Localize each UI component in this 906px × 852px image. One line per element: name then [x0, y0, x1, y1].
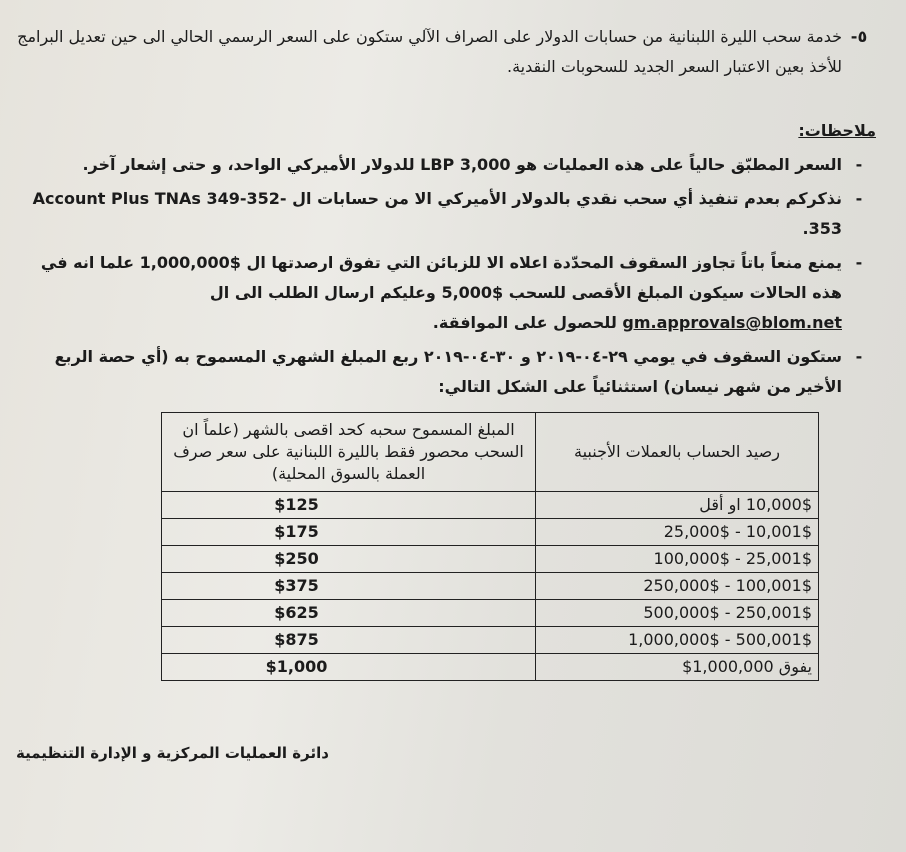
balance-cell: 500,001$ - 1,000,000$: [535, 626, 819, 654]
note-rate-item: - السعر المطبّق حالياً على هذه العمليات …: [16, 150, 876, 180]
limit-cell: $125: [161, 491, 536, 519]
approvals-email-link[interactable]: gm.approvals@blom.net: [622, 313, 842, 332]
limit-cell: $250: [161, 545, 536, 573]
bullet: -: [855, 189, 863, 208]
table-row: 500,001$ - 1,000,000$ $875: [161, 626, 819, 654]
note-ceiling-item: - يمنع منعاً باتاً تجاوز السقوف المحدّدة…: [16, 248, 876, 338]
balance-cell: 250,001$ - 500,000$: [535, 599, 819, 627]
balance-cell: 10,000$ او أقل: [535, 491, 819, 519]
bullet: -: [855, 155, 863, 174]
limit-cell: $625: [161, 599, 536, 627]
note-ceiling-line3: للحصول على الموافقة.: [432, 313, 617, 332]
note-ceiling: يمنع منعاً باتاً تجاوز السقوف المحدّدة ا…: [16, 248, 842, 338]
item5: ٥- خدمة سحب الليرة اللبنانية من حسابات ا…: [16, 22, 876, 82]
note-april-item: - ستكون السقوف في يومي ٢٩-٠٤-٢٠١٩ و ٣٠-٠…: [16, 342, 876, 402]
table-container: رصيد الحساب بالعملات الأجنبية المبلغ الم…: [16, 408, 876, 681]
withdrawal-limits-table: رصيد الحساب بالعملات الأجنبية المبلغ الم…: [161, 412, 819, 681]
bullet: -: [855, 347, 863, 366]
item5-line1: خدمة سحب الليرة اللبنانية من حسابات الدو…: [110, 27, 842, 46]
limit-cell: $175: [161, 518, 536, 546]
table-row: 100,001$ - 250,000$ $375: [161, 572, 819, 600]
item5-line2: تعديل البرامج للأخذ بعين الاعتبار السعر …: [17, 27, 842, 76]
table-header-row: رصيد الحساب بالعملات الأجنبية المبلغ الم…: [161, 412, 819, 492]
header-balance: رصيد الحساب بالعملات الأجنبية: [535, 412, 819, 492]
note-rate: السعر المطبّق حالياً على هذه العمليات هو…: [82, 155, 842, 174]
table-row: 25,001$ - 100,000$ $250: [161, 545, 819, 573]
table-row: 10,000$ او أقل $125: [161, 491, 819, 519]
footer-department: دائرة العمليات المركزية و الإدارة التنظي…: [16, 744, 329, 762]
note-april: ستكون السقوف في يومي ٢٩-٠٤-٢٠١٩ و ٣٠-٠٤-…: [16, 342, 842, 402]
item5-text: خدمة سحب الليرة اللبنانية من حسابات الدو…: [16, 22, 842, 82]
note-accounts: نذكركم بعدم تنفيذ أي سحب نقدي بالدولار ا…: [32, 189, 842, 238]
note-april-line1: ستكون السقوف في يومي ٢٩-٠٤-٢٠١٩ و ٣٠-٠٤-…: [54, 347, 842, 366]
note-april-line2: الأخير من شهر نيسان) استثنائياً على الشك…: [438, 377, 842, 396]
limit-cell: $375: [161, 572, 536, 600]
document: ٥- خدمة سحب الليرة اللبنانية من حسابات ا…: [16, 22, 876, 402]
balance-cell: 25,001$ - 100,000$: [535, 545, 819, 573]
limit-cell: $1,000: [161, 653, 536, 681]
notes-heading: ملاحظات:: [798, 121, 876, 140]
note-ceiling-line2: الحالات سيكون المبلغ الأقصى للسحب $5,000…: [209, 283, 807, 302]
item-number: ٥-: [850, 27, 868, 46]
table-row: 250,001$ - 500,000$ $625: [161, 599, 819, 627]
table-row: يفوق 1,000,000$ $1,000: [161, 653, 819, 681]
limit-cell: $875: [161, 626, 536, 654]
balance-cell: 10,001$ - 25,000$: [535, 518, 819, 546]
note-accounts-item: - نذكركم بعدم تنفيذ أي سحب نقدي بالدولار…: [16, 184, 876, 244]
table-row: 10,001$ - 25,000$ $175: [161, 518, 819, 546]
balance-cell: يفوق 1,000,000$: [535, 653, 819, 681]
note-ceiling-line1: يمنع منعاً باتاً تجاوز السقوف المحدّدة ا…: [40, 253, 842, 302]
header-max-withdrawal: المبلغ المسموح سحبه كحد اقصى بالشهر (علم…: [161, 412, 536, 492]
balance-cell: 100,001$ - 250,000$: [535, 572, 819, 600]
bullet: -: [855, 253, 863, 272]
